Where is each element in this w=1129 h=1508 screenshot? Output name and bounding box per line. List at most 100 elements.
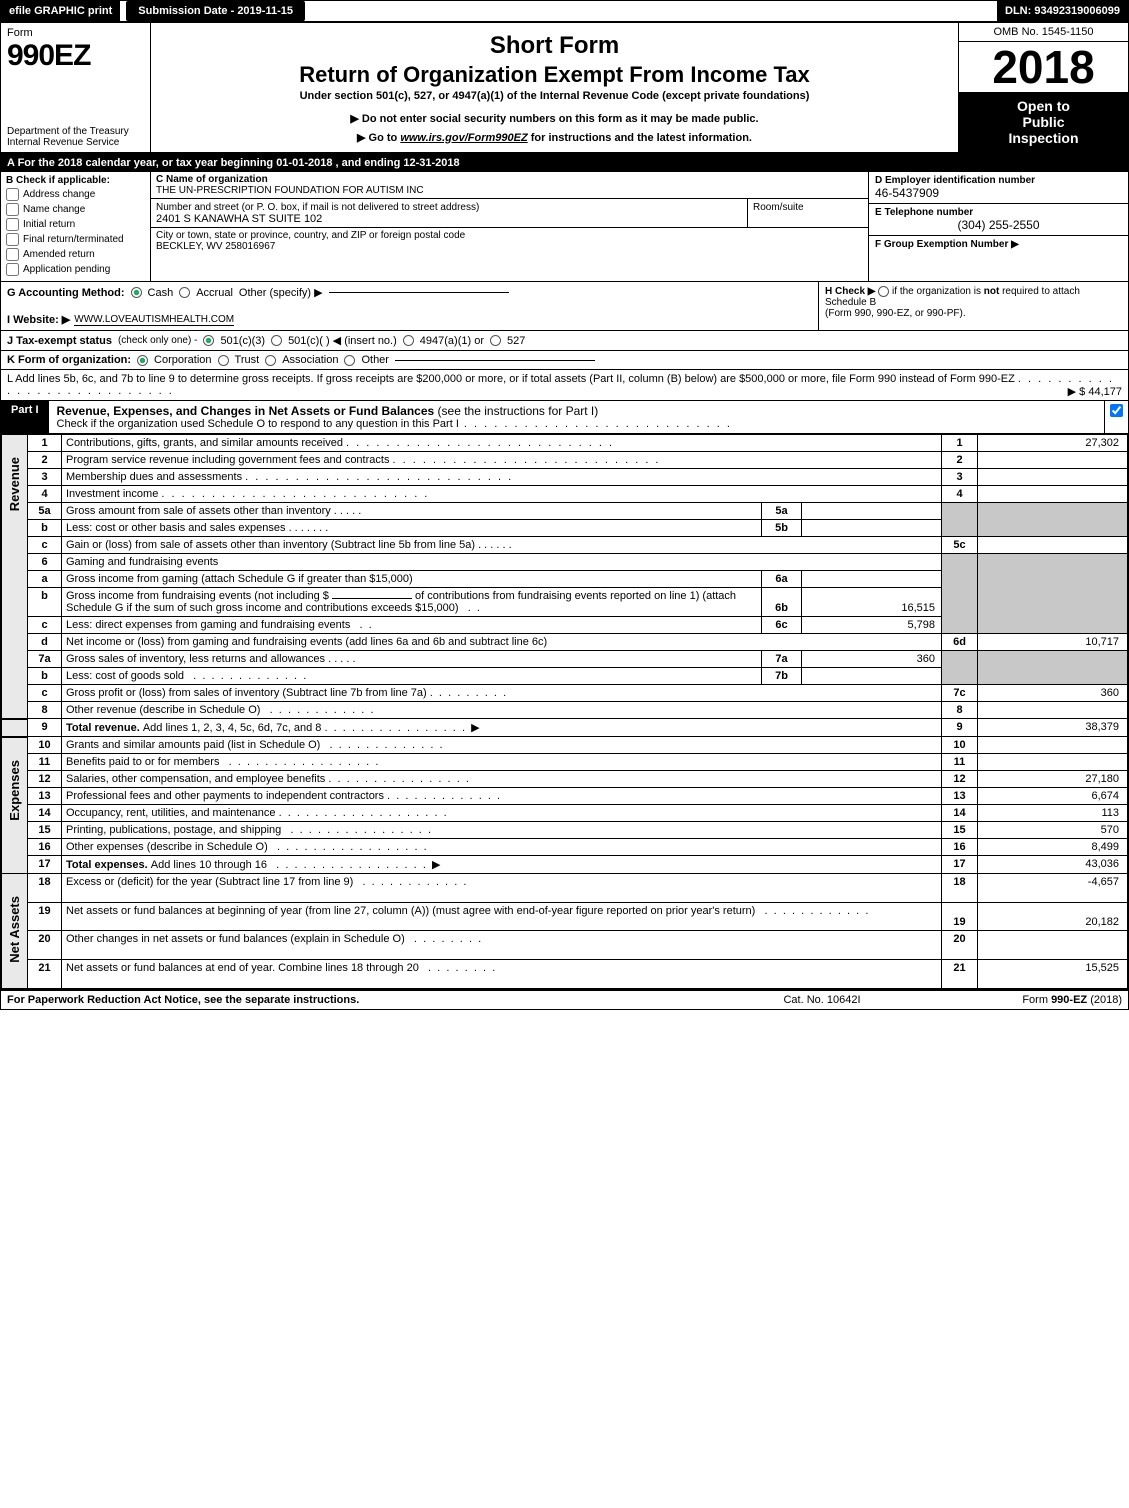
d-5b: Less: cost or other basis and sales expe… (66, 522, 286, 534)
ln-16: 16 (28, 839, 62, 856)
amt-10 (978, 737, 1128, 754)
sub-6c: 6c (762, 617, 802, 634)
h-text5: (Form 990, 990-EZ, or 990-PF). (825, 308, 966, 319)
amt-15: 570 (978, 822, 1128, 839)
subamt-7b (802, 668, 942, 685)
num-18: 18 (942, 874, 978, 903)
radio-501c[interactable] (271, 335, 282, 346)
l-amt: 44,177 (1088, 386, 1122, 398)
chk-amended-return[interactable] (6, 248, 19, 261)
radio-accrual[interactable] (179, 287, 190, 298)
dept-treasury: Department of the Treasury (7, 126, 144, 137)
d-6: Gaming and fundraising events (66, 556, 218, 568)
amt-19: 20,182 (978, 902, 1128, 931)
ln-2: 2 (28, 452, 62, 469)
num-19: 19 (942, 902, 978, 931)
row-j: J Tax-exempt status (check only one) - 5… (1, 331, 1128, 351)
amt-17: 43,036 (978, 856, 1128, 874)
d-6b1: Gross income from fundraising events (no… (66, 590, 329, 602)
shade-6 (942, 554, 978, 634)
ln-6d: d (28, 634, 62, 651)
other-org-line[interactable] (395, 360, 595, 361)
radio-other-org[interactable] (344, 355, 355, 366)
d-1: Contributions, gifts, grants, and simila… (66, 437, 343, 449)
ln-5b: b (28, 520, 62, 537)
open-line2: Public (961, 114, 1126, 130)
d-21: Net assets or fund balances at end of ye… (66, 962, 419, 974)
num-6d: 6d (942, 634, 978, 651)
amt-7c: 360 (978, 685, 1128, 702)
side-rev-end (2, 719, 28, 737)
open-to-public: Open to Public Inspection (959, 92, 1128, 152)
e-lbl: E Telephone number (875, 207, 973, 218)
radio-h[interactable] (878, 286, 889, 297)
website-value[interactable]: WWW.LOVEAUTISMHEALTH.COM (74, 314, 234, 326)
col-def: D Employer identification number 46-5437… (868, 172, 1128, 281)
num-3: 3 (942, 469, 978, 486)
chk-name-change[interactable] (6, 203, 19, 216)
chk-final-return[interactable] (6, 233, 19, 246)
top-bar: efile GRAPHIC print Submission Date - 20… (1, 1, 1128, 23)
lbl-4947: 4947(a)(1) or (420, 335, 484, 347)
amt-11 (978, 754, 1128, 771)
other-specify-line[interactable] (329, 292, 509, 293)
ln-6a: a (28, 571, 62, 588)
radio-4947[interactable] (403, 335, 414, 346)
d-19: Net assets or fund balances at beginning… (66, 905, 755, 917)
g-h-row: G Accounting Method: Cash Accrual Other … (1, 282, 1128, 331)
part-i-dots (459, 418, 732, 430)
ln-19: 19 (28, 902, 62, 931)
c-name-lbl: C Name of organization (156, 174, 268, 185)
d-14: Occupancy, rent, utilities, and maintena… (66, 807, 276, 819)
org-street: 2401 S KANAWHA ST SUITE 102 (156, 213, 322, 225)
b-title: B Check if applicable: (6, 175, 145, 186)
i-lbl: I Website: ▶ (7, 313, 70, 326)
d-lbl: D Employer identification number (875, 175, 1035, 186)
under-section: Under section 501(c), 527, or 4947(a)(1)… (300, 90, 810, 102)
radio-cash[interactable] (131, 287, 142, 298)
d-8: Other revenue (describe in Schedule O) (66, 704, 260, 716)
radio-527[interactable] (490, 335, 501, 346)
radio-corporation[interactable] (137, 355, 148, 366)
num-2: 2 (942, 452, 978, 469)
ln-15: 15 (28, 822, 62, 839)
goto-link[interactable]: www.irs.gov/Form990EZ (400, 132, 527, 144)
identity-block: B Check if applicable: Address change Na… (1, 172, 1128, 282)
d-3: Membership dues and assessments (66, 471, 242, 483)
sub-7b: 7b (762, 668, 802, 685)
j-lbl: J Tax-exempt status (7, 335, 112, 347)
lbl-amended-return: Amended return (23, 249, 95, 260)
num-16: 16 (942, 839, 978, 856)
num-9: 9 (942, 719, 978, 737)
shade-7b (978, 651, 1128, 685)
lbl-name-change: Name change (23, 204, 85, 215)
row-a-period: A For the 2018 calendar year, or tax yea… (1, 154, 1128, 172)
chk-initial-return[interactable] (6, 218, 19, 231)
amt-3 (978, 469, 1128, 486)
efile-print-label[interactable]: efile GRAPHIC print (1, 1, 120, 21)
num-14: 14 (942, 805, 978, 822)
radio-501c3[interactable] (203, 335, 214, 346)
chk-address-change[interactable] (6, 188, 19, 201)
f-lbl: F Group Exemption Number ▶ (875, 239, 1019, 250)
d-9a: Total revenue. (66, 722, 143, 734)
d-9b: Add lines 1, 2, 3, 4, 5c, 6d, 7c, and 8 (143, 722, 322, 734)
ln-10: 10 (28, 737, 62, 754)
radio-association[interactable] (265, 355, 276, 366)
ln-13: 13 (28, 788, 62, 805)
amt-9: 38,379 (978, 719, 1128, 737)
sub-5a: 5a (762, 503, 802, 520)
goto-pre: ▶ Go to (357, 132, 400, 144)
d-13: Professional fees and other payments to … (66, 790, 384, 802)
amt-6d: 10,717 (978, 634, 1128, 651)
ln-11: 11 (28, 754, 62, 771)
radio-trust[interactable] (218, 355, 229, 366)
col-c-org: C Name of organization THE UN-PRESCRIPTI… (151, 172, 868, 281)
chk-schedule-o[interactable] (1110, 404, 1123, 417)
chk-application-pending[interactable] (6, 263, 19, 276)
6b-blank[interactable] (332, 598, 412, 599)
ln-5a: 5a (28, 503, 62, 520)
lbl-initial-return: Initial return (23, 219, 75, 230)
footer-mid: Cat. No. 10642I (722, 994, 922, 1006)
ln-12: 12 (28, 771, 62, 788)
